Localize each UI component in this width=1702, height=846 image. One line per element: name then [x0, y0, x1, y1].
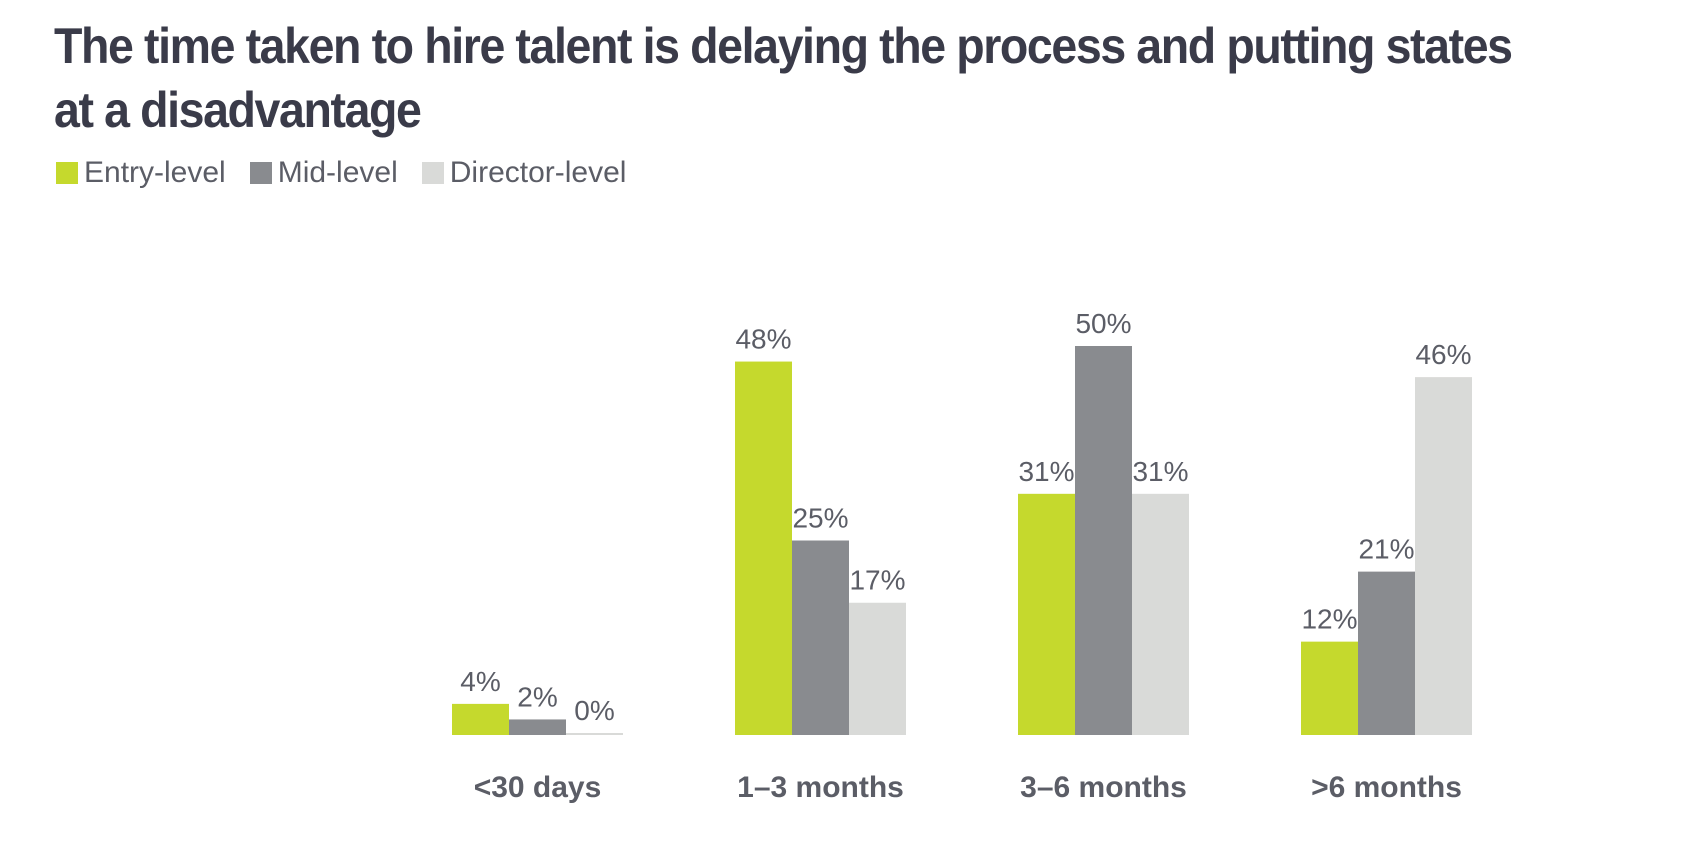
- legend-item-entry-level: Entry-level: [56, 156, 226, 190]
- bar-entry-level-6-months: [1301, 641, 1358, 735]
- bar-mid-level-3-6-months: [1075, 346, 1132, 735]
- category-label-30-days: <30 days: [474, 771, 602, 804]
- data-label-mid-level-1-3-months: 25%: [792, 503, 848, 534]
- legend-label-director-level: Director-level: [449, 156, 627, 189]
- legend-swatch-entry-level: [56, 162, 78, 184]
- data-label-director-level-6-months: 46%: [1415, 339, 1471, 370]
- legend-item-mid-level: Mid-level: [249, 156, 398, 190]
- legend-item-director-level: Director-level: [421, 156, 627, 190]
- data-label-entry-level-3-6-months: 31%: [1018, 456, 1074, 487]
- bar-entry-level-1-3-months: [735, 361, 792, 735]
- bar-director-level-30-days: [566, 733, 623, 735]
- data-label-director-level-3-6-months: 31%: [1132, 456, 1188, 487]
- legend-label-entry-level: Entry-level: [84, 156, 226, 189]
- data-label-entry-level-30-days: 4%: [460, 666, 500, 697]
- data-label-entry-level-6-months: 12%: [1301, 604, 1357, 635]
- chart-legend: Entry-level Mid-level Director-level: [56, 156, 626, 190]
- data-label-director-level-30-days: 0%: [574, 695, 614, 726]
- bar-mid-level-1-3-months: [792, 540, 849, 735]
- legend-swatch-mid-level: [249, 162, 272, 184]
- data-label-director-level-1-3-months: 17%: [849, 565, 905, 596]
- bar-director-level-3-6-months: [1132, 493, 1189, 735]
- legend-label-mid-level: Mid-level: [277, 156, 398, 189]
- bar-mid-level-30-days: [509, 719, 566, 735]
- legend-swatch-director-level: [421, 162, 444, 184]
- category-label-6-months: >6 months: [1311, 771, 1462, 804]
- bar-director-level-6-months: [1415, 377, 1472, 735]
- bar-entry-level-30-days: [452, 703, 509, 735]
- bar-entry-level-3-6-months: [1018, 493, 1075, 735]
- category-label-1-3-months: 1–3 months: [737, 771, 904, 804]
- data-label-entry-level-1-3-months: 48%: [735, 324, 791, 355]
- data-label-mid-level-30-days: 2%: [517, 681, 557, 712]
- bar-director-level-1-3-months: [849, 602, 906, 735]
- data-label-mid-level-3-6-months: 50%: [1075, 308, 1131, 339]
- category-label-3-6-months: 3–6 months: [1020, 771, 1187, 804]
- bar-mid-level-6-months: [1358, 571, 1415, 735]
- chart-title: The time taken to hire talent is delayin…: [54, 18, 1513, 138]
- data-label-mid-level-6-months: 21%: [1358, 534, 1414, 565]
